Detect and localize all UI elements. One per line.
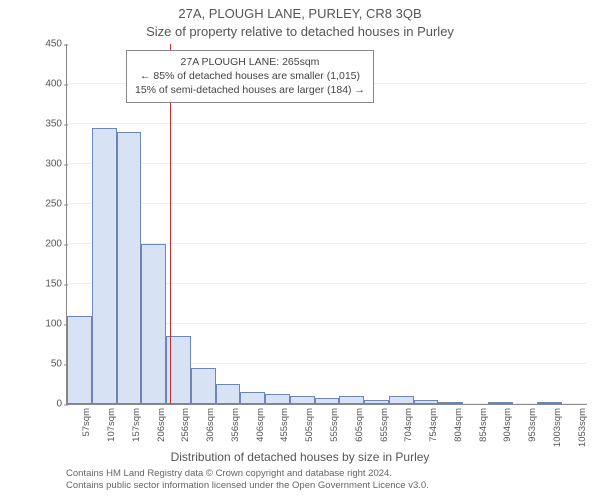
ytick: 400 (32, 79, 62, 90)
bar (117, 132, 142, 404)
bar (339, 396, 364, 404)
annotation-line2: ← 85% of detached houses are smaller (1,… (135, 69, 365, 83)
ytick: 300 (32, 159, 62, 170)
footer-attribution: Contains HM Land Registry data © Crown c… (66, 468, 429, 492)
footer-line2: Contains public sector information licen… (66, 480, 429, 492)
ytick: 0 (32, 399, 62, 410)
ytick: 100 (32, 319, 62, 330)
annotation-box: 27A PLOUGH LANE: 265sqm ← 85% of detache… (126, 50, 374, 103)
chart-title-line1: 27A, PLOUGH LANE, PURLEY, CR8 3QB (0, 6, 600, 21)
ytick: 250 (32, 199, 62, 210)
bar (389, 396, 414, 404)
bar (92, 128, 117, 404)
bar (240, 392, 265, 404)
bar (191, 368, 216, 404)
bar (364, 400, 389, 404)
ytick: 150 (32, 279, 62, 290)
bar (141, 244, 166, 404)
x-axis-label: Distribution of detached houses by size … (0, 450, 600, 464)
bar (216, 384, 241, 404)
chart-title-line2: Size of property relative to detached ho… (0, 24, 600, 39)
bar (414, 400, 439, 404)
bar (67, 316, 92, 404)
annotation-line3: 15% of semi-detached houses are larger (… (135, 83, 365, 97)
ytick: 50 (32, 359, 62, 370)
bar (488, 402, 513, 404)
bar (290, 396, 315, 404)
ytick: 350 (32, 119, 62, 130)
ytick: 450 (32, 39, 62, 50)
footer-line1: Contains HM Land Registry data © Crown c… (66, 468, 429, 480)
ytick: 200 (32, 239, 62, 250)
bar (537, 402, 562, 404)
bar (265, 394, 290, 404)
bar (315, 398, 340, 404)
annotation-line1: 27A PLOUGH LANE: 265sqm (135, 55, 365, 69)
bar (438, 402, 463, 404)
